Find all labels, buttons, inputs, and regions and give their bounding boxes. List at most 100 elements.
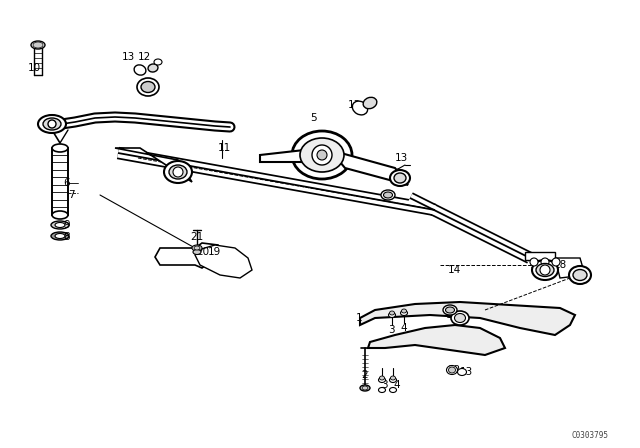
Ellipse shape xyxy=(401,310,408,315)
Polygon shape xyxy=(368,325,505,355)
Ellipse shape xyxy=(569,266,591,284)
Ellipse shape xyxy=(52,144,68,152)
Ellipse shape xyxy=(33,42,43,48)
Ellipse shape xyxy=(390,376,396,380)
Ellipse shape xyxy=(51,232,69,240)
Text: 21: 21 xyxy=(190,232,204,242)
Polygon shape xyxy=(360,302,575,335)
Text: 5: 5 xyxy=(310,113,317,123)
Text: 17: 17 xyxy=(542,260,556,270)
Polygon shape xyxy=(155,243,220,268)
Polygon shape xyxy=(555,258,585,278)
Circle shape xyxy=(395,169,401,175)
Ellipse shape xyxy=(137,78,159,96)
Ellipse shape xyxy=(363,97,377,109)
Text: 1: 1 xyxy=(356,313,363,323)
Polygon shape xyxy=(330,150,408,185)
Text: 10: 10 xyxy=(28,63,41,73)
Ellipse shape xyxy=(541,258,549,266)
Text: 8: 8 xyxy=(63,232,70,242)
Text: 4: 4 xyxy=(400,323,406,333)
Ellipse shape xyxy=(169,165,187,179)
Ellipse shape xyxy=(194,246,200,250)
Ellipse shape xyxy=(362,386,368,390)
Text: 3: 3 xyxy=(388,325,395,335)
Text: 12: 12 xyxy=(138,52,151,62)
Ellipse shape xyxy=(394,173,406,183)
Ellipse shape xyxy=(141,82,155,92)
Ellipse shape xyxy=(530,258,538,266)
Ellipse shape xyxy=(447,366,458,375)
Text: C0303795: C0303795 xyxy=(571,431,608,440)
Ellipse shape xyxy=(378,378,385,383)
Text: 13: 13 xyxy=(348,100,361,110)
Text: 4: 4 xyxy=(393,380,399,390)
Text: 19: 19 xyxy=(208,247,221,257)
Ellipse shape xyxy=(192,245,202,251)
Text: 7: 7 xyxy=(68,190,75,200)
Text: 12: 12 xyxy=(388,171,401,181)
Ellipse shape xyxy=(552,258,560,266)
Ellipse shape xyxy=(51,221,69,229)
Text: 11: 11 xyxy=(218,143,231,153)
Ellipse shape xyxy=(536,263,554,276)
Ellipse shape xyxy=(451,311,469,325)
Circle shape xyxy=(48,120,56,128)
Polygon shape xyxy=(115,148,192,182)
Ellipse shape xyxy=(390,311,394,315)
Text: 15: 15 xyxy=(530,260,543,270)
Text: 14: 14 xyxy=(448,265,461,275)
Ellipse shape xyxy=(383,192,392,198)
Text: 2: 2 xyxy=(361,370,367,380)
Ellipse shape xyxy=(31,41,45,49)
Text: 13: 13 xyxy=(460,367,473,377)
Ellipse shape xyxy=(381,190,395,200)
Ellipse shape xyxy=(388,313,396,318)
Ellipse shape xyxy=(300,138,344,172)
Text: 6: 6 xyxy=(63,178,70,188)
Ellipse shape xyxy=(390,170,410,186)
Ellipse shape xyxy=(443,305,457,315)
Ellipse shape xyxy=(148,64,158,72)
Polygon shape xyxy=(52,148,68,215)
Text: 16: 16 xyxy=(446,310,460,320)
Ellipse shape xyxy=(449,367,456,373)
Ellipse shape xyxy=(390,388,397,392)
Text: 3: 3 xyxy=(381,380,388,390)
Ellipse shape xyxy=(52,211,68,219)
Ellipse shape xyxy=(38,115,66,133)
Circle shape xyxy=(312,145,332,165)
Ellipse shape xyxy=(380,376,385,380)
Ellipse shape xyxy=(458,369,467,375)
Ellipse shape xyxy=(360,385,370,391)
Ellipse shape xyxy=(454,314,465,323)
Ellipse shape xyxy=(292,131,352,179)
Text: 12: 12 xyxy=(363,100,376,110)
Ellipse shape xyxy=(353,101,367,115)
Ellipse shape xyxy=(390,378,397,383)
Ellipse shape xyxy=(154,59,162,65)
Circle shape xyxy=(540,265,550,275)
Ellipse shape xyxy=(55,233,65,238)
Polygon shape xyxy=(525,252,555,260)
Text: 18: 18 xyxy=(554,260,567,270)
Text: 12: 12 xyxy=(448,365,461,375)
Polygon shape xyxy=(195,245,252,278)
Ellipse shape xyxy=(445,307,454,313)
Polygon shape xyxy=(260,148,322,162)
Text: 13: 13 xyxy=(122,52,135,62)
Text: 20: 20 xyxy=(196,247,209,257)
Ellipse shape xyxy=(378,388,385,392)
Text: 9: 9 xyxy=(63,220,70,230)
Ellipse shape xyxy=(43,118,61,130)
Ellipse shape xyxy=(401,309,406,313)
Circle shape xyxy=(317,150,327,160)
Ellipse shape xyxy=(193,250,201,254)
Text: 13: 13 xyxy=(395,153,408,163)
Ellipse shape xyxy=(164,161,192,183)
Ellipse shape xyxy=(134,65,146,75)
Ellipse shape xyxy=(55,223,65,228)
Ellipse shape xyxy=(532,260,558,280)
Ellipse shape xyxy=(573,270,587,280)
Circle shape xyxy=(173,167,183,177)
